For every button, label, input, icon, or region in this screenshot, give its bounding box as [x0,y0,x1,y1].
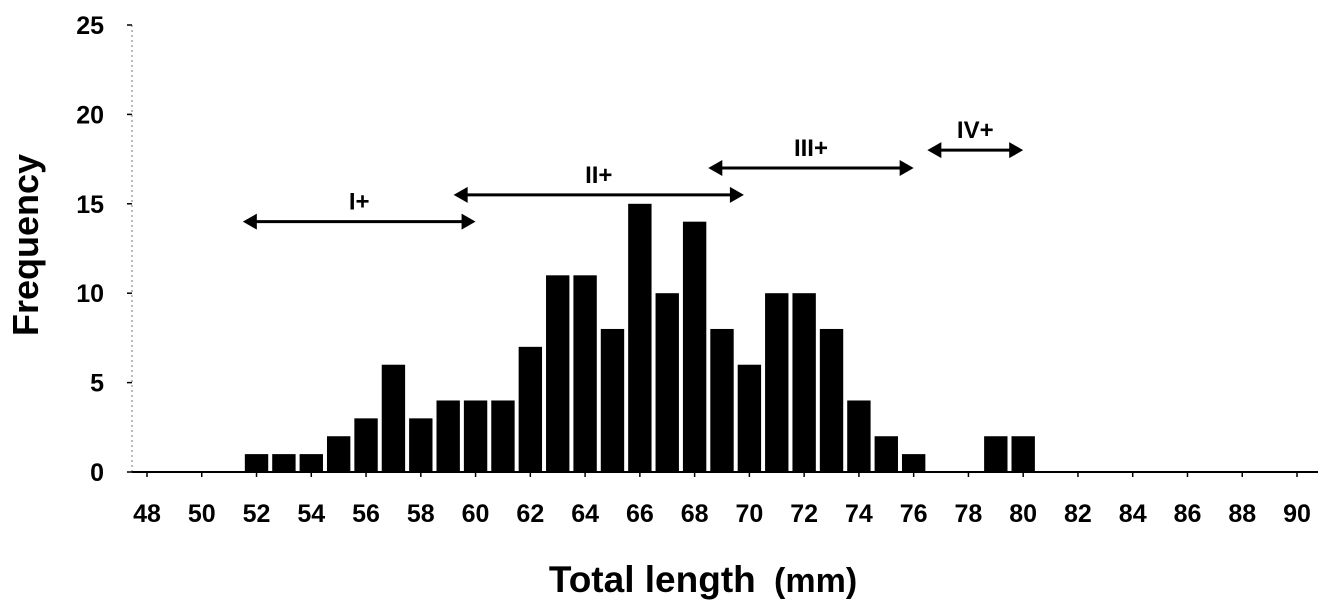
x-tick-label: 66 [626,500,654,528]
x-tick-label: 48 [133,500,161,528]
y-tick-label: 10 [76,280,104,308]
age-class-annotations: I+ II+ III+ IV+ [242,117,1024,230]
histogram-bar [354,418,378,472]
arrow-head-right [729,186,744,203]
x-tick-label: 64 [571,500,599,528]
age-class-arrow: I+ [242,189,476,230]
histogram-bar [244,454,269,472]
y-tick-label: 0 [90,459,104,487]
histogram-bar [491,400,515,472]
x-tick-label: 78 [955,500,983,528]
histogram-bar [436,400,460,472]
arrow-head-left [927,142,942,159]
x-tick-label: 84 [1119,500,1147,528]
x-tick-label: 52 [243,500,271,528]
y-tick-label: 25 [76,12,104,40]
y-axis-title: Frequency [5,154,46,336]
x-tick-label: 54 [297,500,325,528]
histogram-bar [710,328,734,472]
histogram-bar [326,436,351,472]
histogram-bar [655,293,679,472]
y-tick-label: 15 [76,191,104,219]
histogram-bar [573,275,597,472]
histogram-bar [682,221,707,472]
histogram-bar [518,346,543,472]
x-tick-label: 74 [845,500,873,528]
x-axis-title-unit: (mm) [774,562,857,600]
histogram-bar [409,418,433,472]
histogram-bar [628,203,652,473]
arrow-head-right [461,213,476,230]
x-tick-label: 76 [900,500,928,528]
arrow-head-left [242,213,257,230]
y-axis: 0 5 10 15 20 25 [76,12,133,487]
arrow-head-left [708,160,723,177]
histogram-bar [819,328,844,472]
histogram-bar [1011,436,1035,472]
age-class-arrow: III+ [708,135,914,177]
x-tick-label: 88 [1228,500,1256,528]
x-tick-label: 80 [1009,500,1037,528]
x-tick-label: 90 [1283,500,1311,528]
y-tick-label: 5 [90,370,104,398]
bars [244,203,1035,473]
age-class-label: IV+ [957,117,994,144]
age-class-label: III+ [794,135,828,162]
histogram-bar [737,364,762,472]
age-class-label: I+ [349,189,370,216]
x-tick-label: 60 [462,500,490,528]
histogram-bar [272,454,296,472]
age-class-label: II+ [585,162,612,189]
x-tick-label: 72 [790,500,818,528]
x-axis-title-main: Total length [549,559,756,600]
age-class-arrow: II+ [453,162,744,203]
arrow-head-right [1009,142,1024,159]
histogram-bar [600,328,625,472]
x-axis-title: Total length (mm) [549,559,857,600]
arrow-head-left [453,186,468,203]
x-tick-label: 86 [1174,500,1202,528]
x-tick-label: 82 [1064,500,1092,528]
age-class-arrow: IV+ [927,117,1024,159]
histogram-bar [847,400,871,472]
arrow-head-right [899,160,914,177]
x-tick-label: 62 [516,500,544,528]
histogram-bar [765,293,789,472]
x-tick-label: 58 [407,500,435,528]
histogram-bar [381,364,406,472]
histogram-bar [984,436,1008,472]
x-tick-label: 68 [681,500,709,528]
x-tick-label: 70 [735,500,763,528]
histogram-bar [901,454,926,472]
histogram-bar [299,454,323,472]
histogram-bar [546,275,570,472]
histogram-bar [463,400,488,472]
x-axis: 48 50 52 54 56 58 60 62 64 66 68 70 72 74 76 78 80 82 84 86… [132,471,1318,528]
histogram-bar [874,436,898,472]
histogram-bar [792,293,816,472]
y-tick-label: 20 [76,101,104,129]
x-tick-label: 50 [188,500,216,528]
x-tick-label: 56 [352,500,380,528]
